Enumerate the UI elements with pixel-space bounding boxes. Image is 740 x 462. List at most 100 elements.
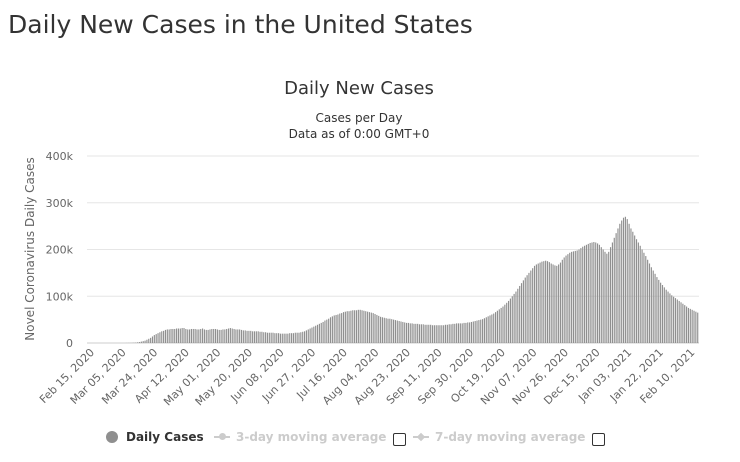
daily-cases-bar: [520, 283, 523, 343]
daily-cases-bar: [669, 293, 671, 343]
y-tick-label: 200k: [46, 244, 74, 257]
daily-cases-bar: [495, 312, 497, 343]
daily-cases-bar: [660, 282, 662, 343]
legend-item-3day-average[interactable]: 3-day moving average: [214, 430, 386, 444]
daily-cases-bar: [422, 324, 424, 343]
daily-cases-bar: [587, 243, 589, 343]
daily-cases-bar: [689, 308, 691, 343]
daily-cases-bar: [174, 328, 176, 343]
daily-cases-bar: [648, 263, 651, 343]
daily-cases-bar: [209, 329, 211, 343]
daily-cases-bar: [278, 333, 280, 343]
daily-cases-bar: [437, 325, 439, 343]
daily-cases-bar: [281, 333, 283, 343]
daily-cases-bar: [615, 233, 617, 343]
chart-title: Daily New Cases: [284, 78, 434, 99]
daily-cases-bar: [661, 285, 664, 343]
daily-cases-bar: [190, 328, 192, 343]
y-tick-label: 300k: [46, 197, 74, 210]
daily-cases-bar: [151, 336, 154, 343]
daily-cases-bar: [695, 311, 697, 343]
daily-cases-bar: [509, 298, 511, 343]
daily-cases-bar: [665, 289, 667, 343]
daily-cases-bar: [146, 339, 148, 343]
daily-cases-bar: [201, 328, 204, 343]
y-axis-label: Novel Coronavirus Daily Cases: [23, 157, 37, 340]
daily-cases-bar: [368, 312, 371, 343]
daily-cases-bar: [663, 287, 665, 343]
y-axis-ticks: 0 100k 200k 300k 400k: [46, 150, 74, 350]
chart-subtitle-line-1: Cases per Day: [316, 111, 403, 125]
daily-cases-bar: [407, 322, 409, 343]
daily-cases-bar: [576, 250, 578, 343]
daily-cases-bar: [255, 331, 257, 343]
daily-cases-bar: [543, 261, 545, 343]
daily-cases-bar: [613, 237, 615, 343]
bars: [125, 216, 699, 344]
daily-cases-bar: [376, 314, 378, 343]
daily-cases-bar: [446, 324, 448, 343]
daily-cases-bar: [370, 312, 372, 343]
legend-item-daily-cases[interactable]: Daily Cases: [106, 430, 204, 444]
daily-cases-bar: [561, 259, 563, 343]
daily-cases-bar: [398, 321, 400, 343]
daily-cases-bar: [341, 313, 343, 343]
daily-cases-bar: [535, 264, 537, 343]
daily-cases-bar: [476, 320, 478, 343]
daily-cases-bar: [491, 314, 493, 343]
daily-cases-bar: [352, 310, 354, 343]
daily-cases-bar: [361, 310, 363, 343]
daily-cases-bar: [214, 328, 217, 343]
daily-cases-bar: [229, 328, 231, 343]
daily-cases-bar: [498, 309, 500, 343]
daily-cases-bar: [166, 329, 168, 343]
daily-cases-bar: [315, 325, 317, 343]
checkbox-3day-average[interactable]: [393, 433, 406, 446]
daily-cases-bar: [600, 247, 602, 343]
daily-cases-bar: [420, 324, 422, 343]
daily-cases-bar: [320, 322, 322, 343]
daily-cases-bar: [426, 324, 428, 343]
daily-cases-bar: [404, 322, 406, 343]
daily-cases-bar: [597, 243, 599, 343]
daily-cases-bar: [548, 262, 550, 343]
y-tick-label: 0: [66, 337, 73, 350]
daily-cases-bar: [558, 264, 560, 343]
daily-cases-bar: [248, 330, 250, 343]
daily-cases-bar: [242, 330, 244, 343]
daily-cases-bar: [470, 321, 473, 343]
daily-cases-bar: [609, 247, 612, 343]
daily-cases-bar: [456, 323, 458, 343]
daily-cases-bar: [181, 328, 183, 343]
daily-cases-bar: [617, 228, 619, 343]
daily-cases-bar: [298, 332, 300, 343]
daily-cases-bar: [326, 319, 328, 344]
daily-cases-bar: [359, 309, 361, 343]
daily-cases-bar: [161, 331, 163, 343]
daily-cases-bar: [237, 329, 239, 343]
daily-cases-bar: [533, 265, 536, 343]
daily-cases-bar: [155, 334, 157, 343]
daily-cases-bar: [211, 328, 213, 343]
daily-cases-bar: [643, 252, 645, 343]
daily-cases-bar: [331, 316, 333, 343]
daily-cases-bar: [354, 310, 356, 343]
daily-cases-bar: [532, 268, 534, 343]
daily-cases-bar: [418, 324, 421, 343]
daily-cases-bar: [524, 277, 526, 343]
daily-cases-bar: [676, 299, 678, 343]
daily-cases-bar: [430, 324, 432, 343]
checkbox-7day-average[interactable]: [592, 433, 605, 446]
daily-cases-bar: [584, 245, 586, 343]
daily-cases-bar: [374, 314, 376, 343]
daily-cases-bar: [604, 251, 606, 343]
daily-cases-bar: [450, 324, 452, 343]
daily-cases-bar: [329, 317, 332, 343]
daily-cases-bar: [311, 327, 313, 343]
daily-cases-bar: [485, 317, 487, 343]
daily-cases-bar: [411, 323, 413, 343]
daily-cases-bar: [137, 342, 139, 343]
daily-cases-bar: [387, 318, 389, 343]
legend-item-7day-average[interactable]: 7-day moving average: [413, 430, 585, 444]
daily-cases-bar: [658, 279, 660, 343]
